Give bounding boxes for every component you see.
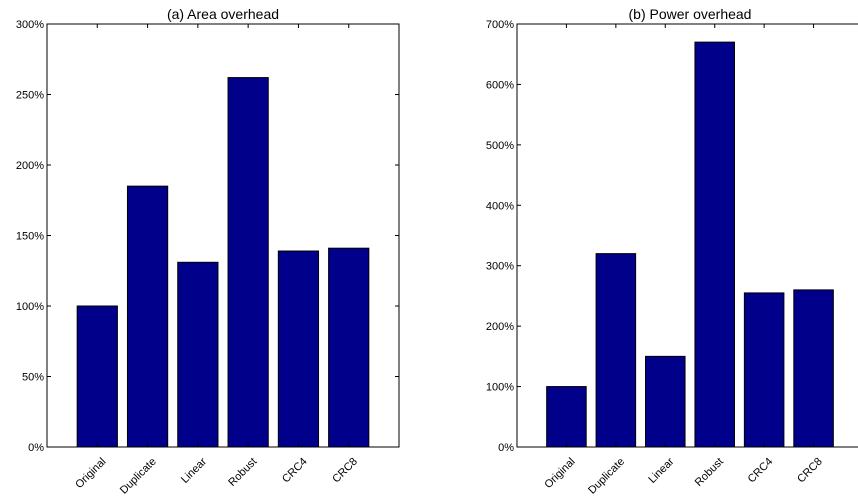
area-overhead-ytick-label: 50% bbox=[22, 372, 44, 384]
power-overhead-ytick-label: 500% bbox=[486, 140, 514, 152]
power-overhead-ytick-label: 700% bbox=[486, 19, 514, 31]
power-overhead-ytick-label: 0% bbox=[498, 442, 514, 454]
area-overhead-ytick-label: 150% bbox=[16, 231, 44, 243]
power-overhead-category-label: Duplicate bbox=[586, 456, 627, 497]
area-overhead-category-label: CRC4 bbox=[280, 456, 310, 486]
area-overhead-chart: (a) Area overhead Original Duplicate Linea… bbox=[16, 6, 400, 497]
power-overhead-ytick-label: 300% bbox=[486, 261, 514, 273]
power-overhead-category-label: Original bbox=[542, 456, 577, 491]
power-overhead-bar-crc8 bbox=[793, 289, 834, 448]
area-overhead-category-label: Original bbox=[73, 456, 108, 491]
area-overhead-category-label: CRC8 bbox=[330, 456, 360, 486]
power-overhead-ytick-label: 400% bbox=[486, 200, 514, 212]
area-overhead-bar-crc8 bbox=[328, 247, 370, 448]
power-overhead-bar-robust bbox=[694, 41, 735, 448]
power-overhead-category-label: Robust bbox=[693, 456, 726, 489]
power-overhead-bar-linear bbox=[645, 355, 686, 448]
area-overhead-bar-robust bbox=[227, 77, 269, 448]
area-overhead-ytick-label: 100% bbox=[16, 301, 44, 313]
area-overhead-ytick-label: 300% bbox=[16, 19, 44, 31]
area-overhead-ytick-label: 0% bbox=[28, 442, 44, 454]
power-overhead-bar-original bbox=[546, 386, 587, 448]
power-overhead-category-label: CRC4 bbox=[746, 456, 776, 486]
area-overhead-bar-crc4 bbox=[277, 250, 320, 448]
area-overhead-bar-duplicate bbox=[126, 185, 169, 448]
power-overhead-category-label: CRC8 bbox=[795, 456, 825, 486]
power-overhead-ytick-label: 100% bbox=[486, 382, 514, 394]
area-overhead-bar-original bbox=[76, 305, 118, 448]
area-overhead-bar-linear bbox=[177, 261, 219, 448]
power-overhead-title: (b) Power overhead bbox=[629, 6, 752, 22]
power-overhead-plot-frame bbox=[516, 23, 858, 448]
power-overhead-ytick-label: 200% bbox=[486, 321, 514, 333]
power-overhead-category-label: Linear bbox=[646, 455, 676, 485]
area-overhead-ytick-label: 250% bbox=[16, 90, 44, 102]
area-overhead-category-label: Duplicate bbox=[118, 456, 159, 497]
power-overhead-bar-duplicate bbox=[595, 253, 637, 448]
area-overhead-category-label: Linear bbox=[179, 455, 209, 485]
power-overhead-chart: (b) Power overhead Original Duplicate Line… bbox=[486, 6, 858, 497]
area-overhead-ytick-label: 200% bbox=[16, 160, 44, 172]
area-overhead-category-label: Robust bbox=[226, 456, 259, 489]
power-overhead-ytick-label: 600% bbox=[486, 79, 514, 91]
area-overhead-title: (a) Area overhead bbox=[167, 6, 279, 22]
power-overhead-bar-crc4 bbox=[743, 292, 785, 448]
